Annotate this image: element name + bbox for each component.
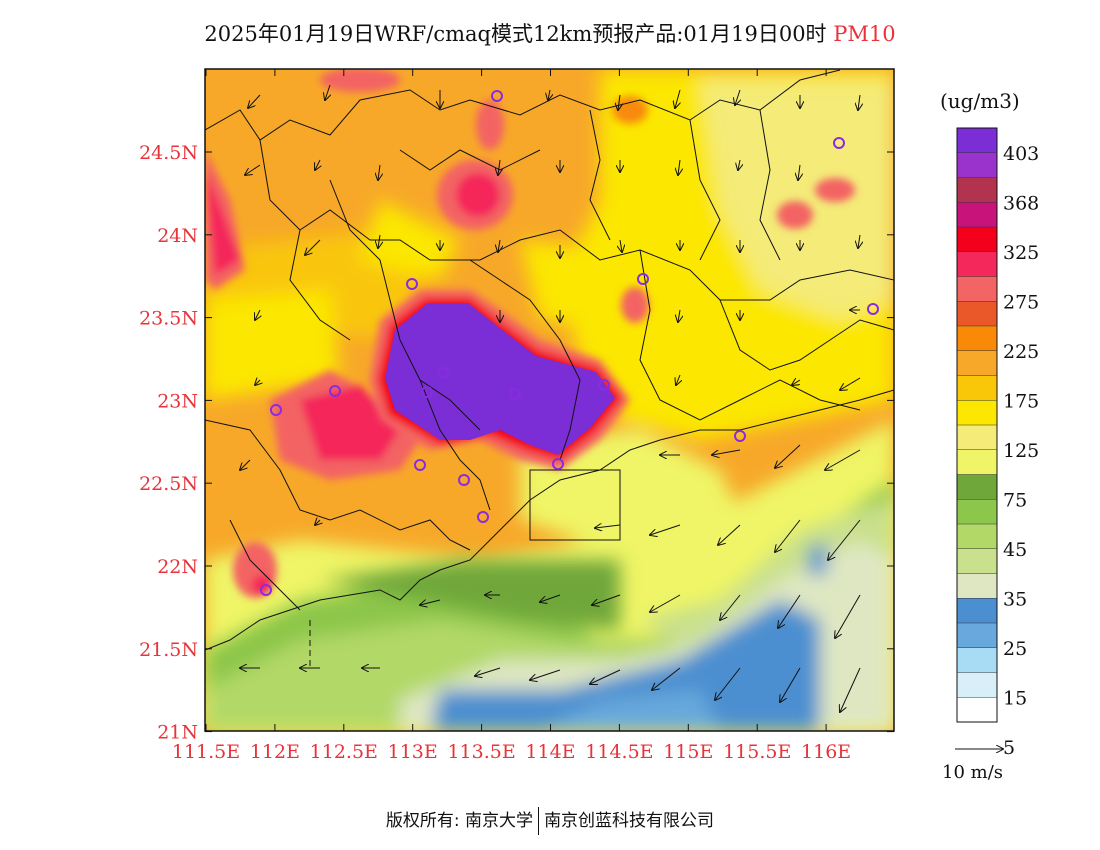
lon-label: 112E: [250, 741, 300, 763]
lon-label: 115E: [663, 741, 713, 763]
lat-label: 24.5N: [139, 142, 198, 164]
lon-label: 114.5E: [585, 741, 653, 763]
legend-label: 45: [1003, 539, 1027, 561]
lon-label: 115.5E: [723, 741, 791, 763]
legend-label: 75: [1003, 489, 1027, 511]
legend-swatch: [957, 623, 997, 649]
lon-label: 112.5E: [310, 741, 378, 763]
lon-label: 114E: [525, 741, 575, 763]
title-pollutant: PM10: [833, 22, 896, 46]
chart-title: 2025年01月19日WRF/cmaq模式12km预报产品:01月19日00时 …: [0, 18, 1100, 48]
monitoring-stations: [260, 90, 879, 596]
lat-label: 21.5N: [139, 639, 198, 661]
lon-label: 113.5E: [447, 741, 515, 763]
lat-label: 22N: [157, 556, 198, 578]
legend-swatch: [957, 227, 997, 253]
legend-swatch: [957, 400, 997, 426]
legend-label: 225: [1003, 341, 1039, 363]
footer-copyright: 版权所有: 南京大学 南京创蓝科技有限公司: [0, 806, 1100, 835]
legend-unit: (ug/m3): [940, 89, 1020, 113]
legend-swatch: [957, 697, 997, 723]
legend-swatch: [957, 499, 997, 525]
legend-label: 125: [1003, 440, 1039, 462]
legend-swatch: [957, 524, 997, 550]
legend-swatch: [957, 474, 997, 500]
legend-swatch: [957, 177, 997, 203]
legend-swatch: [957, 647, 997, 673]
legend-colorbar: [956, 127, 998, 723]
lat-label: 22.5N: [139, 473, 198, 495]
legend-swatch: [957, 326, 997, 352]
legend-swatch: [957, 425, 997, 451]
lat-label: 24N: [157, 225, 198, 247]
lon-label: 111.5E: [172, 741, 240, 763]
legend-label: 5: [1003, 737, 1015, 759]
legend-label: 35: [1003, 588, 1027, 610]
legend-label: 175: [1003, 390, 1039, 412]
legend-swatch: [957, 573, 997, 599]
admin-boundaries: [205, 69, 894, 670]
wind-vectors: [240, 84, 860, 712]
legend-label: 325: [1003, 242, 1039, 264]
legend-swatch: [957, 598, 997, 624]
legend-labels: 403 368 325 275 225 175 125 75 45 35 25 15 5: [1003, 143, 1039, 759]
footer-separator: [538, 807, 540, 835]
legend-swatch: [957, 375, 997, 401]
legend-swatch: [957, 202, 997, 228]
concentration-field: [205, 69, 894, 731]
legend-swatch: [957, 449, 997, 475]
wind-scale-label: 10 m/s: [942, 762, 1003, 783]
legend-swatch: [957, 276, 997, 302]
lat-label: 21N: [157, 722, 198, 744]
legend-label: 275: [1003, 291, 1039, 313]
legend-label: 15: [1003, 687, 1027, 709]
legend-label: 403: [1003, 143, 1039, 165]
legend-swatch: [957, 128, 997, 154]
legend-swatch: [957, 350, 997, 376]
legend-swatch: [957, 672, 997, 698]
legend-label: 368: [1003, 192, 1039, 214]
lat-label: 23N: [157, 390, 198, 412]
legend-swatch: [957, 548, 997, 574]
footer-right: 南京创蓝科技有限公司: [544, 811, 715, 831]
lon-label: 113E: [388, 741, 438, 763]
legend-swatch: [957, 152, 997, 178]
legend-label: 25: [1003, 638, 1027, 660]
legend-swatch: [957, 251, 997, 277]
lat-label: 23.5N: [139, 308, 198, 330]
legend-swatch: [957, 301, 997, 327]
title-main: 2025年01月19日WRF/cmaq模式12km预报产品:01月19日00时: [204, 22, 827, 46]
lon-label: 116E: [801, 741, 851, 763]
footer-left: 版权所有: 南京大学: [385, 811, 534, 831]
